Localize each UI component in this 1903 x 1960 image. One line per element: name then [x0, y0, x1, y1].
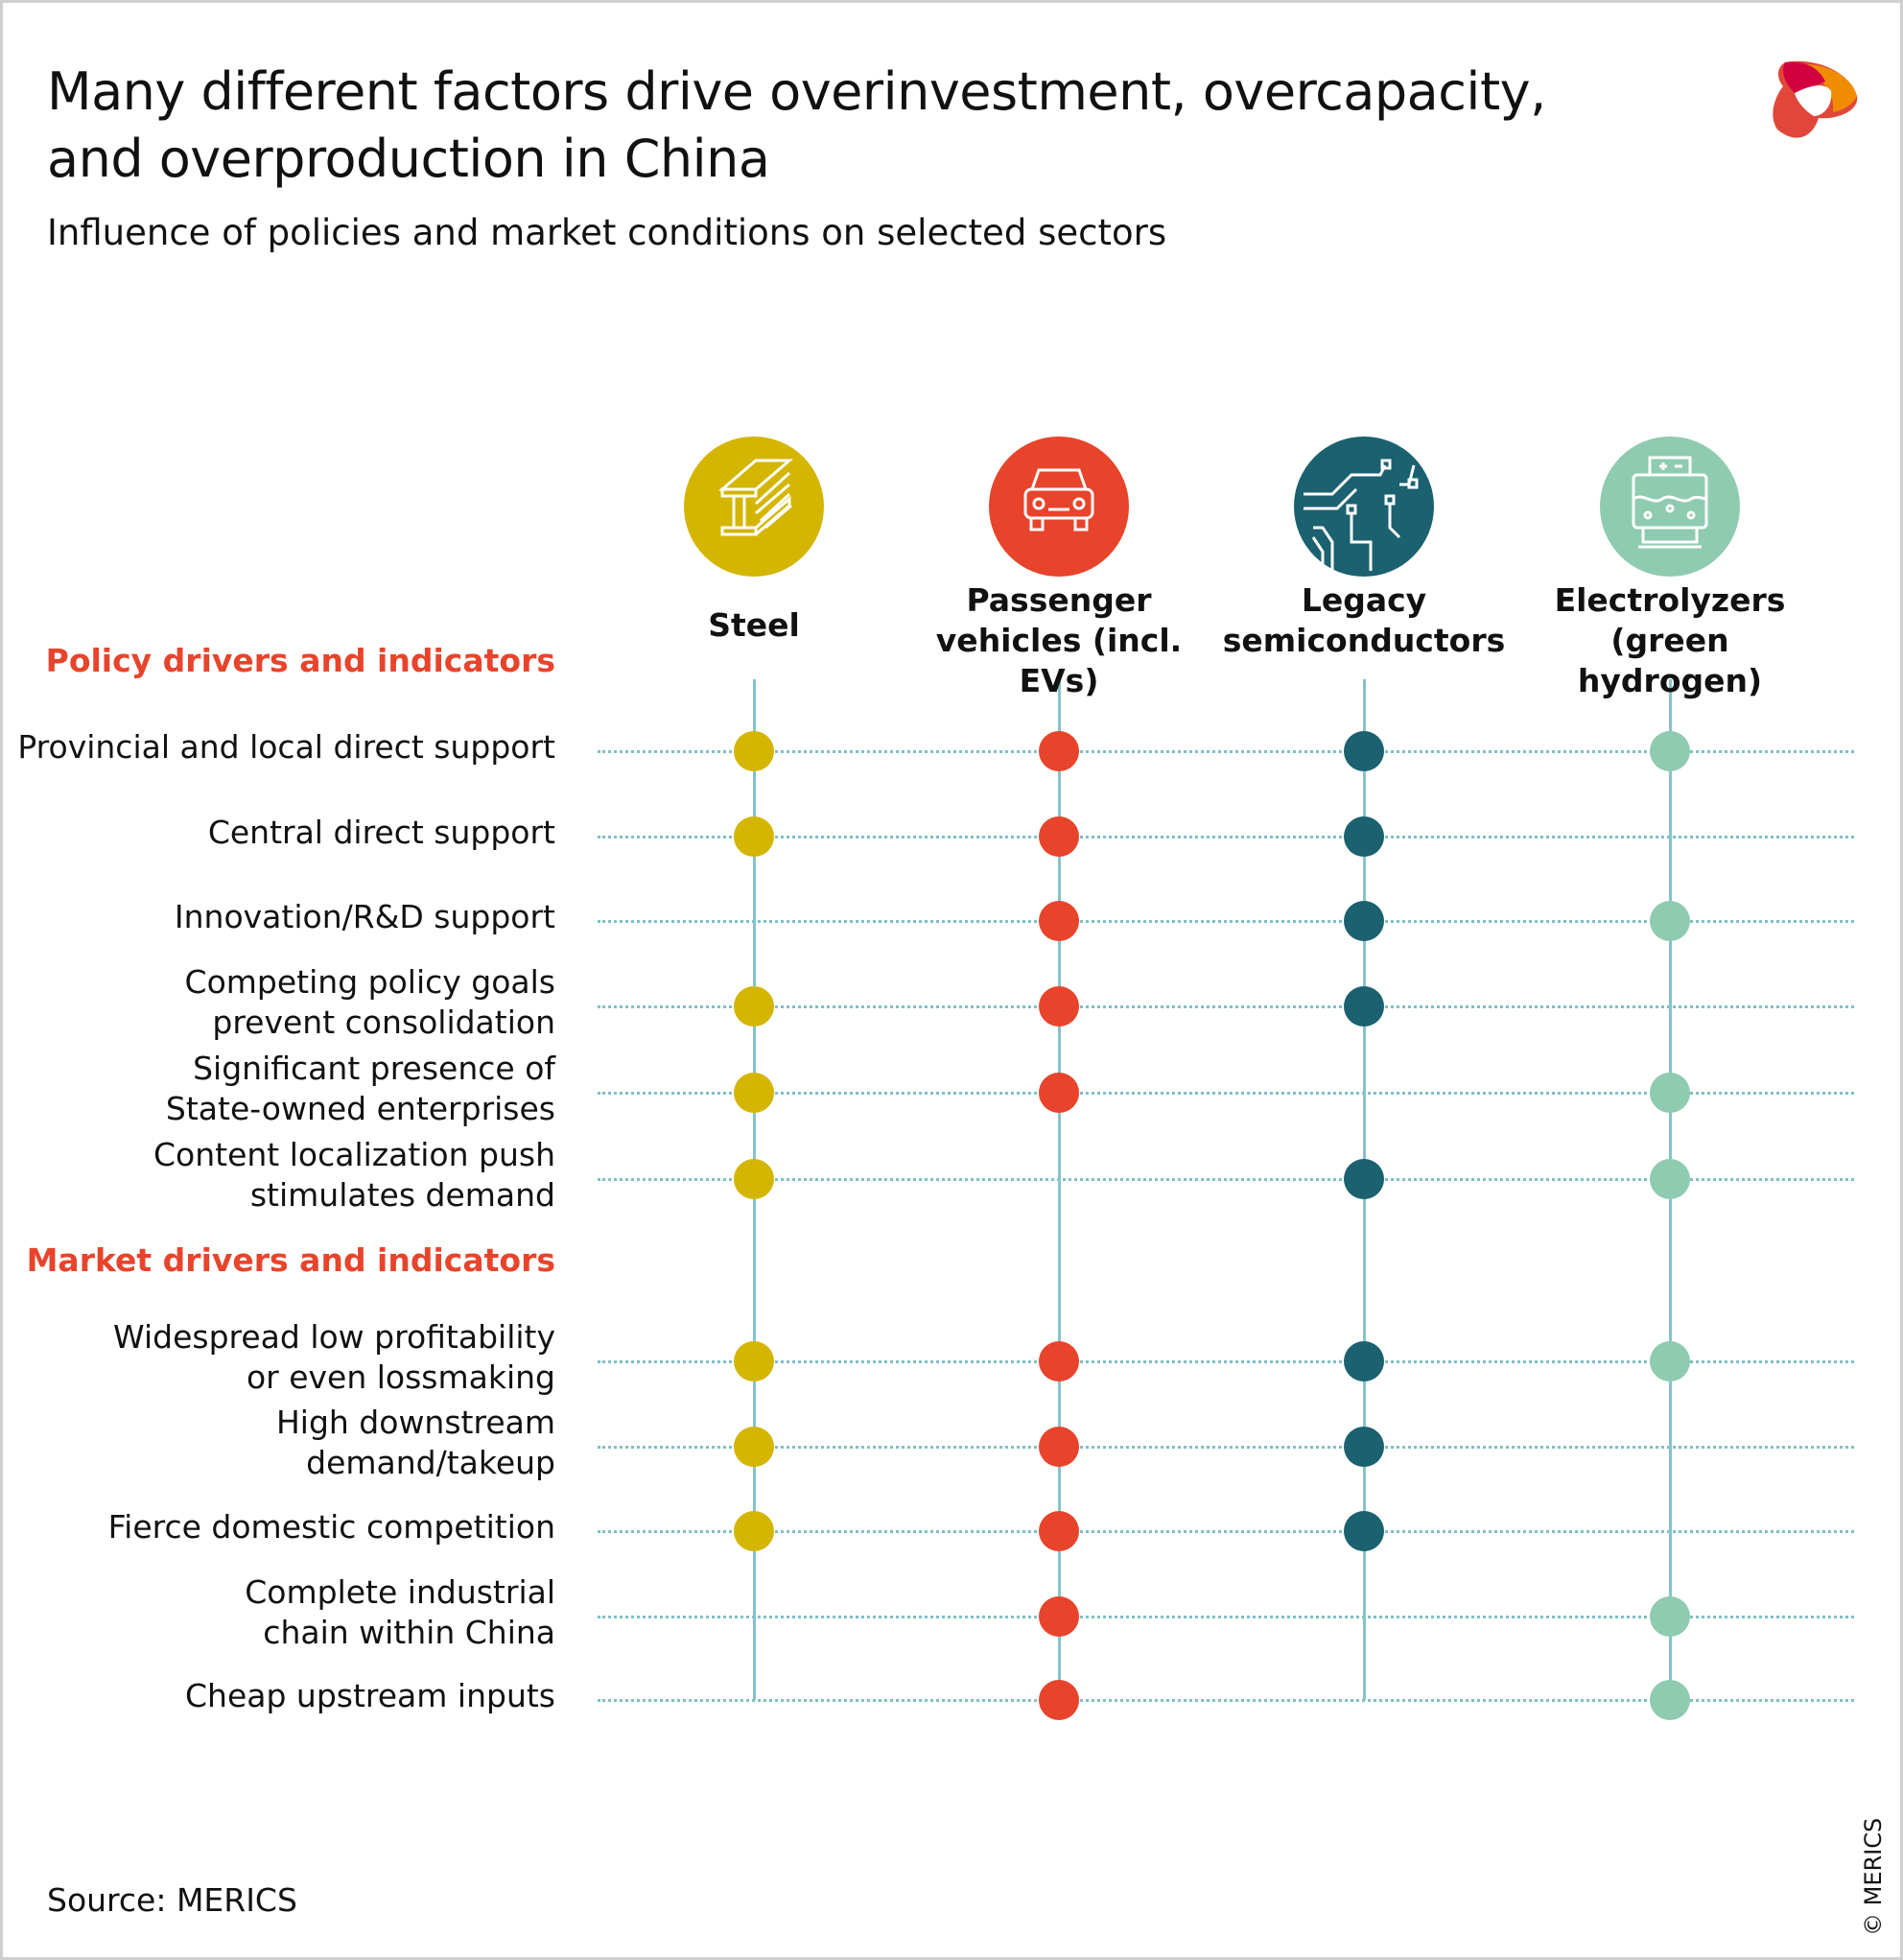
sector-label: Steel — [708, 606, 800, 644]
row-guide-line — [598, 750, 1854, 753]
indicator-dot — [1650, 1159, 1690, 1199]
sector-label: Electrolyzers (green hydrogen) — [1554, 581, 1786, 699]
sector-label: Legacy semiconductors — [1222, 581, 1506, 659]
row-label: Central direct support — [207, 814, 555, 851]
page-subtitle: Influence of policies and market conditi… — [47, 212, 1167, 253]
indicator-dot — [1039, 901, 1079, 941]
row-guide-line — [598, 1178, 1854, 1181]
indicator-dot — [1344, 731, 1384, 771]
indicator-dot — [1039, 1341, 1079, 1381]
indicator-dot — [1344, 1427, 1384, 1467]
indicator-dot — [1650, 1680, 1690, 1720]
indicator-dot — [734, 1511, 774, 1551]
indicator-dot — [734, 1159, 774, 1199]
indicator-dot — [1650, 731, 1690, 771]
section-heading: Market drivers and indicators — [26, 1241, 555, 1279]
indicator-dot — [1344, 1159, 1384, 1199]
indicator-dot — [1344, 1341, 1384, 1381]
row-guide-line — [598, 1360, 1854, 1363]
steel-beam-icon — [684, 437, 824, 577]
indicator-dot — [734, 986, 774, 1027]
circuit-icon — [1294, 437, 1434, 577]
indicator-dot — [1039, 1511, 1079, 1551]
row-guide-line — [598, 1446, 1854, 1449]
row-label: High downstream demand/takeup — [275, 1404, 555, 1481]
indicator-dot — [1039, 1596, 1079, 1637]
row-guide-line — [598, 920, 1854, 923]
indicator-dot — [734, 731, 774, 771]
page-title: Many different factors drive overinvestm… — [47, 61, 1546, 189]
indicator-dot — [1650, 901, 1690, 941]
indicator-dot — [1039, 986, 1079, 1027]
sector-axis-line — [1058, 679, 1061, 1700]
row-label: Competing policy goals prevent consolida… — [184, 963, 555, 1041]
indicator-dot — [1039, 1680, 1079, 1720]
indicator-dot — [1344, 901, 1384, 941]
row-label: Fierce domestic competition — [107, 1508, 555, 1546]
indicator-dot — [1650, 1073, 1690, 1113]
row-guide-line — [598, 1699, 1854, 1702]
indicator-dot — [1650, 1596, 1690, 1637]
indicator-dot — [1039, 1427, 1079, 1467]
indicator-dot — [1039, 816, 1079, 857]
row-guide-line — [598, 1616, 1854, 1618]
row-label: Significant presence of State-owned ente… — [165, 1050, 555, 1127]
indicator-dot — [1650, 1341, 1690, 1381]
row-label: Innovation/R&D support — [174, 898, 555, 935]
row-guide-line — [598, 1530, 1854, 1533]
row-label: Content localization push stimulates dem… — [153, 1136, 555, 1214]
indicator-dot — [734, 1427, 774, 1467]
sector-label: Passenger vehicles (incl. EVs) — [935, 581, 1183, 699]
indicator-dot — [1039, 731, 1079, 771]
indicator-dot — [1039, 1073, 1079, 1113]
indicator-dot — [734, 1341, 774, 1381]
indicator-dot — [734, 1073, 774, 1113]
car-icon — [989, 437, 1129, 577]
section-heading: Policy drivers and indicators — [45, 642, 555, 679]
indicator-dot — [1344, 1511, 1384, 1551]
row-label: Complete industrial chain within China — [245, 1573, 555, 1651]
electrolyzer-icon — [1600, 437, 1740, 577]
row-guide-line — [598, 1092, 1854, 1095]
merics-logo-icon — [1773, 60, 1858, 138]
copyright: © MERICS — [1860, 1817, 1887, 1936]
row-guide-line — [598, 1005, 1854, 1008]
row-label: Widespread low profitability or even los… — [113, 1318, 555, 1396]
indicator-dot — [1344, 986, 1384, 1027]
indicator-dot — [734, 816, 774, 857]
row-guide-line — [598, 836, 1854, 838]
source-note: Source: MERICS — [47, 1881, 297, 1919]
row-label: Cheap upstream inputs — [185, 1677, 555, 1714]
row-label: Provincial and local direct support — [17, 728, 555, 766]
indicator-dot — [1344, 816, 1384, 857]
